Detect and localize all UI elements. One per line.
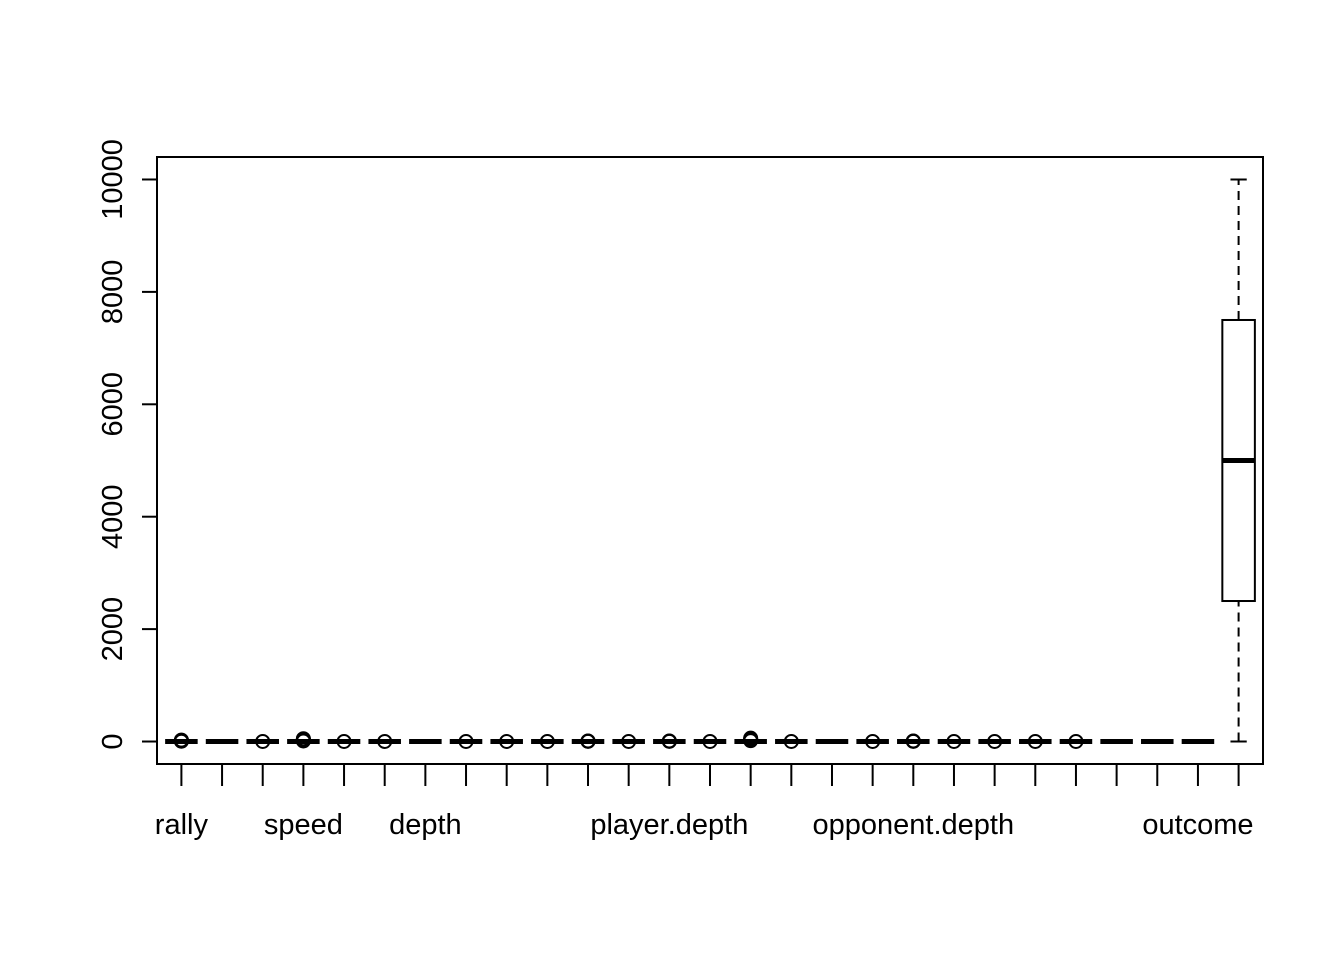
outlier-point	[458, 733, 474, 749]
outlier-point	[336, 733, 352, 749]
box-group	[490, 733, 523, 749]
box-group	[1221, 178, 1256, 743]
outlier-point	[539, 733, 555, 749]
box-group	[693, 733, 727, 749]
y-tick-label: 0	[97, 733, 129, 749]
box-group	[653, 733, 686, 749]
box-group	[937, 733, 971, 749]
y-tick-label: 10000	[97, 139, 129, 220]
outlier-point	[702, 733, 718, 749]
outlier-point	[580, 733, 596, 749]
y-tick-label: 6000	[97, 372, 129, 437]
x-tick-label: speed	[264, 809, 343, 841]
x-axis: rally speed depth player.depth opponent.dept…	[155, 764, 1254, 841]
outlier-point	[783, 733, 799, 749]
outlier-point	[661, 733, 677, 749]
outlier-point	[946, 733, 962, 749]
x-tick-label: player.depth	[590, 809, 748, 841]
box-group	[978, 733, 1011, 749]
outlier-point	[295, 731, 311, 747]
x-tick-label: rally	[155, 809, 209, 841]
outlier-point	[1027, 733, 1043, 749]
plot-frame	[156, 156, 1264, 765]
box-group	[1059, 733, 1093, 749]
box-group	[449, 733, 483, 749]
box-group	[1019, 733, 1052, 749]
outlier-point	[1068, 733, 1084, 749]
y-axis: 0 2000 4000 6000 8000 10000	[97, 139, 158, 750]
x-tick-label: outcome	[1142, 809, 1253, 841]
x-tick-label: opponent.depth	[813, 809, 1015, 841]
box-group	[287, 731, 320, 749]
outlier-point	[255, 733, 271, 749]
box-group	[612, 733, 645, 749]
box-group	[368, 733, 401, 749]
outlier-point	[499, 733, 515, 749]
box-group	[897, 733, 930, 749]
box-group	[246, 733, 279, 749]
outlier-point	[173, 732, 189, 748]
outlier-point	[621, 733, 637, 749]
outlier-point	[987, 733, 1003, 749]
box-group	[165, 732, 198, 749]
outlier-point	[865, 733, 881, 749]
box-group	[327, 733, 361, 749]
box-group	[775, 733, 808, 749]
box-group	[734, 730, 767, 749]
x-tick-label: depth	[389, 809, 462, 841]
y-tick-label: 2000	[97, 597, 129, 662]
box-group	[571, 733, 605, 749]
outlier-point	[743, 730, 759, 746]
y-tick-label: 4000	[97, 484, 129, 549]
box-marks	[165, 178, 1256, 749]
box-group	[856, 733, 889, 749]
outlier-point	[377, 733, 393, 749]
y-tick-label: 8000	[97, 260, 129, 325]
outlier-point	[905, 733, 921, 749]
box-group	[531, 733, 564, 749]
